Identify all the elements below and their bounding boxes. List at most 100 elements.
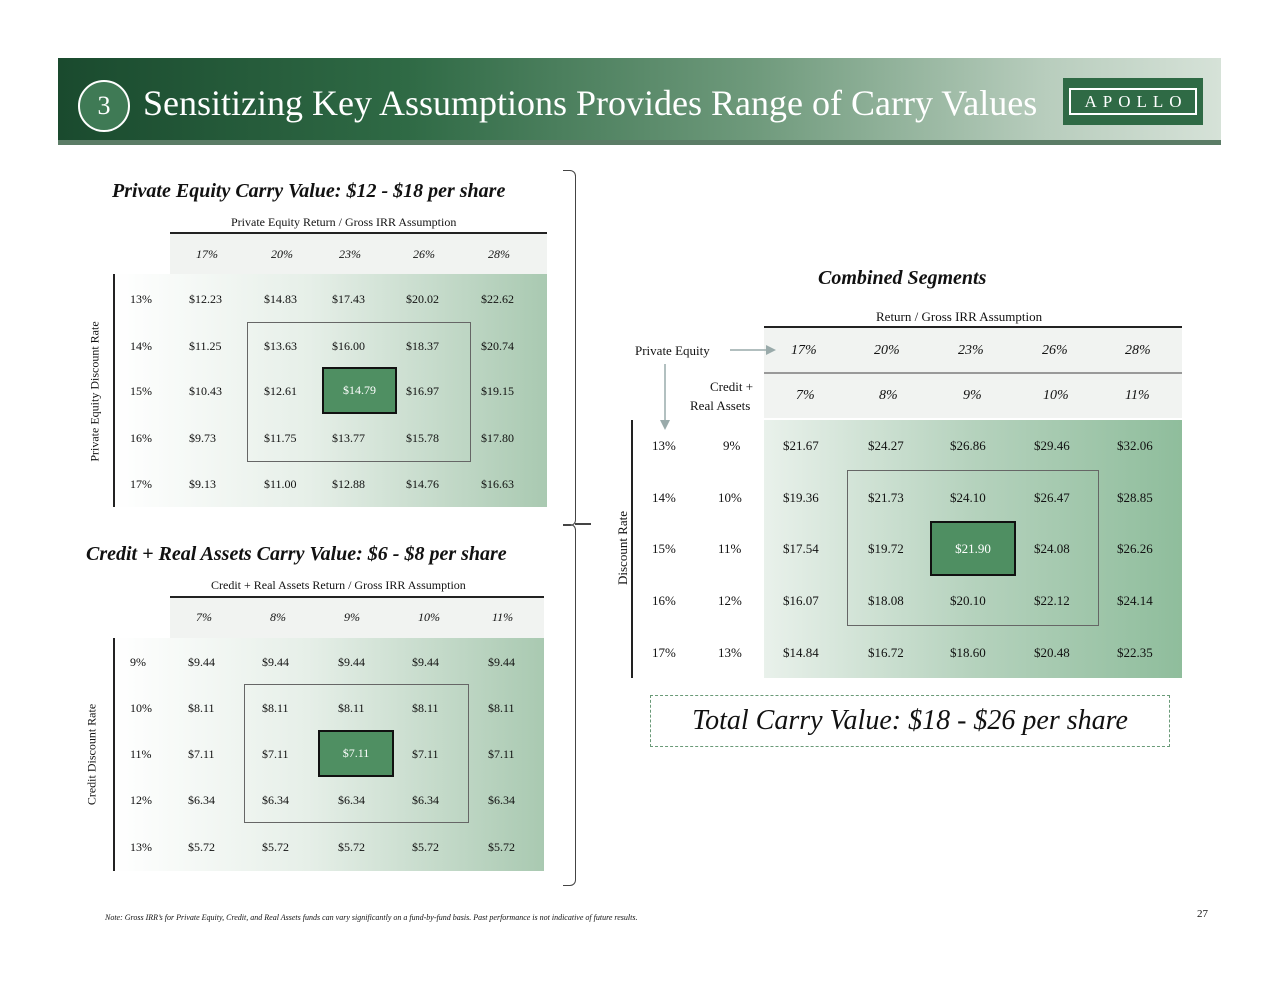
credit-col-header: 9% [344, 610, 360, 624]
combined-credit-col-header: 11% [1125, 388, 1150, 403]
combined-mid-rule [764, 372, 1182, 374]
credit-cell: $6.34 [262, 793, 289, 807]
page-title: Sensitizing Key Assumptions Provides Ran… [143, 83, 1038, 123]
pe-cell: $13.77 [332, 431, 365, 445]
section-number-badge: 3 [78, 80, 130, 132]
combined-cell: $19.36 [783, 490, 819, 505]
credit-cell: $9.44 [412, 655, 439, 669]
page-number: 27 [1197, 908, 1208, 920]
pe-cell: $15.78 [406, 431, 439, 445]
credit-cell: $9.44 [338, 655, 365, 669]
pe-row-caption: Private Equity Discount Rate [87, 321, 102, 462]
credit-col-caption: Credit + Real Assets Return / Gross IRR … [211, 578, 466, 592]
credit-cell: $9.44 [188, 655, 215, 669]
pe-col-header: 17% [196, 247, 218, 261]
credit-cell: $7.11 [188, 747, 215, 761]
pe-header-band [170, 234, 547, 274]
combined-cell: $32.06 [1117, 438, 1153, 453]
pe-cell: $17.43 [332, 292, 365, 306]
header-rule [58, 140, 1221, 145]
combined-cell: $28.85 [1117, 490, 1153, 505]
credit-row-caption: Credit Discount Rate [84, 703, 99, 806]
pe-cell: $14.83 [264, 292, 297, 306]
combined-base-case-cell: $21.90 [930, 521, 1016, 576]
brace-bottom [563, 524, 576, 886]
credit-cell: $5.72 [412, 840, 439, 854]
pe-cell: $16.63 [481, 477, 514, 491]
credit-cell: $8.11 [488, 701, 515, 715]
pe-cell: $19.15 [481, 384, 514, 398]
pe-row-rate: 15% [130, 384, 152, 398]
combined-credit-rate: 9% [723, 438, 741, 453]
combined-cell: $24.27 [868, 438, 904, 453]
credit-cell: $8.11 [338, 701, 365, 715]
credit-left-rule [113, 638, 115, 871]
pe-row-rate: 14% [130, 339, 152, 353]
credit-cell: $5.72 [188, 840, 215, 854]
pe-cell: $12.23 [189, 292, 222, 306]
combined-cell: $26.47 [1034, 490, 1070, 505]
credit-row-rate: 10% [130, 701, 152, 715]
pe-cell: $20.02 [406, 292, 439, 306]
credit-col-header: 10% [418, 610, 440, 624]
combined-credit-rate: 10% [718, 490, 742, 505]
pe-cell: $11.75 [264, 431, 297, 445]
credit-row-rate: 9% [130, 655, 146, 669]
combined-pe-col-header: 26% [1042, 343, 1068, 358]
pe-row-rate: 16% [130, 431, 152, 445]
header-banner [58, 58, 1221, 143]
combined-cell: $24.14 [1117, 593, 1153, 608]
combined-top-rule [764, 326, 1182, 328]
pe-table-title: Private Equity Carry Value: $12 - $18 pe… [112, 180, 506, 202]
pe-cell: $11.25 [189, 339, 222, 353]
credit-cell: $6.34 [188, 793, 215, 807]
pe-cell: $17.80 [481, 431, 514, 445]
credit-col-header: 7% [196, 610, 212, 624]
combined-credit-rate: 12% [718, 593, 742, 608]
apollo-logo: APOLLO [1063, 78, 1203, 125]
pe-cell: $18.37 [406, 339, 439, 353]
pe-row-rate: 17% [130, 477, 152, 491]
credit-cell: $5.72 [488, 840, 515, 854]
combined-range-box [847, 470, 1099, 626]
credit-cell: $6.34 [338, 793, 365, 807]
combined-pe-col-header: 17% [791, 343, 817, 358]
pe-cell: $12.88 [332, 477, 365, 491]
right-arrow-icon [730, 345, 776, 355]
combined-pe-label: Private Equity [635, 343, 710, 358]
pe-cell: $9.13 [189, 477, 216, 491]
pe-range-box [247, 322, 471, 462]
pe-col-caption: Private Equity Return / Gross IRR Assump… [231, 215, 457, 229]
combined-col-caption: Return / Gross IRR Assumption [876, 309, 1043, 324]
combined-cell: $26.86 [950, 438, 986, 453]
credit-table-title: Credit + Real Assets Carry Value: $6 - $… [86, 543, 507, 565]
credit-cell: $5.72 [262, 840, 289, 854]
footnote: Note: Gross IRR’s for Private Equity, Cr… [105, 913, 638, 922]
brace-top [563, 170, 576, 526]
combined-credit-header-band [764, 374, 1182, 418]
pe-left-rule [113, 274, 115, 507]
credit-range-box [244, 684, 469, 823]
credit-top-rule [170, 596, 544, 598]
credit-col-header: 11% [492, 610, 514, 624]
combined-pe-rate: 13% [652, 438, 676, 453]
total-carry-value: Total Carry Value: $18 - $26 per share [650, 695, 1170, 747]
pe-cell: $14.76 [406, 477, 439, 491]
combined-pe-rate: 15% [652, 541, 676, 556]
combined-cell: $17.54 [783, 541, 819, 556]
combined-title: Combined Segments [818, 267, 987, 289]
pe-cell: $22.62 [481, 292, 514, 306]
combined-cell: $20.10 [950, 593, 986, 608]
pe-col-header: 26% [413, 247, 435, 261]
combined-cell: $18.60 [950, 645, 986, 660]
combined-credit-label-2: Real Assets [690, 398, 751, 413]
credit-cell: $9.44 [488, 655, 515, 669]
combined-cell: $22.35 [1117, 645, 1153, 660]
combined-pe-rate: 16% [652, 593, 676, 608]
combined-cell: $29.46 [1034, 438, 1070, 453]
pe-cell: $16.97 [406, 384, 439, 398]
pe-cell: $20.74 [481, 339, 514, 353]
credit-cell: $8.11 [412, 701, 439, 715]
credit-cell: $8.11 [188, 701, 215, 715]
credit-cell: $6.34 [488, 793, 515, 807]
